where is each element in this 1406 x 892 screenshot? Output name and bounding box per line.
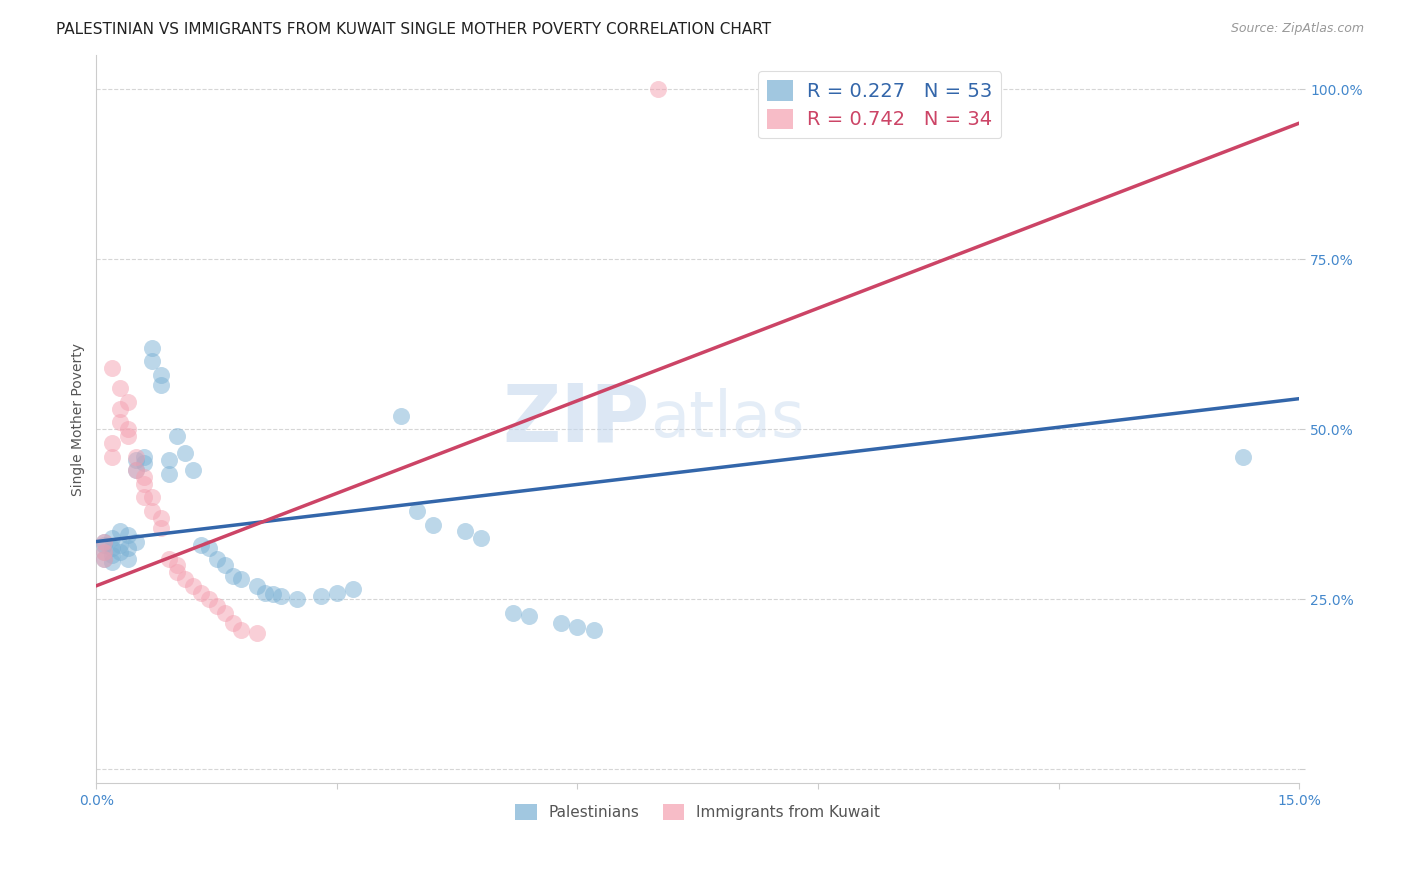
Point xyxy=(149,368,172,382)
Point xyxy=(205,551,228,566)
Point xyxy=(93,534,115,549)
Text: PALESTINIAN VS IMMIGRANTS FROM KUWAIT SINGLE MOTHER POVERTY CORRELATION CHART: PALESTINIAN VS IMMIGRANTS FROM KUWAIT SI… xyxy=(56,22,772,37)
Point xyxy=(110,524,132,539)
Point xyxy=(117,422,139,436)
Point xyxy=(582,623,605,637)
Point xyxy=(246,579,269,593)
Point xyxy=(517,609,540,624)
Point xyxy=(117,551,139,566)
Point xyxy=(125,463,148,477)
Point xyxy=(141,354,163,368)
Point xyxy=(117,527,139,541)
Point xyxy=(166,429,188,443)
Point xyxy=(190,585,212,599)
Text: Source: ZipAtlas.com: Source: ZipAtlas.com xyxy=(1230,22,1364,36)
Point xyxy=(93,545,115,559)
Point xyxy=(101,541,124,556)
Point xyxy=(454,524,477,539)
Point xyxy=(173,572,195,586)
Point xyxy=(229,572,252,586)
Point xyxy=(270,589,292,603)
Point xyxy=(134,450,156,464)
Point xyxy=(149,510,172,524)
Point xyxy=(342,582,364,596)
Point xyxy=(214,606,236,620)
Point xyxy=(134,491,156,505)
Y-axis label: Single Mother Poverty: Single Mother Poverty xyxy=(72,343,86,496)
Point xyxy=(125,463,148,477)
Point xyxy=(253,585,276,599)
Point xyxy=(221,568,243,582)
Point xyxy=(110,416,132,430)
Point xyxy=(93,545,115,559)
Point xyxy=(101,531,124,545)
Point xyxy=(422,517,444,532)
Point xyxy=(101,548,124,562)
Point xyxy=(110,382,132,396)
Point xyxy=(181,463,204,477)
Point xyxy=(101,555,124,569)
Point xyxy=(647,82,669,96)
Point xyxy=(166,565,188,579)
Point xyxy=(141,341,163,355)
Point xyxy=(93,551,115,566)
Point xyxy=(110,401,132,416)
Point xyxy=(173,446,195,460)
Point xyxy=(246,626,269,640)
Point xyxy=(134,470,156,484)
Point xyxy=(110,538,132,552)
Point xyxy=(229,623,252,637)
Point xyxy=(1232,450,1254,464)
Point xyxy=(134,476,156,491)
Point xyxy=(141,491,163,505)
Point xyxy=(101,450,124,464)
Point xyxy=(117,429,139,443)
Point xyxy=(214,558,236,573)
Point xyxy=(125,450,148,464)
Point xyxy=(149,378,172,392)
Point xyxy=(141,504,163,518)
Point xyxy=(197,592,219,607)
Point xyxy=(326,585,349,599)
Point xyxy=(406,504,429,518)
Point xyxy=(157,551,180,566)
Point xyxy=(117,395,139,409)
Point xyxy=(134,456,156,470)
Text: atlas: atlas xyxy=(650,388,804,450)
Point xyxy=(470,531,492,545)
Point xyxy=(157,467,180,481)
Point xyxy=(166,558,188,573)
Point xyxy=(190,538,212,552)
Point xyxy=(101,436,124,450)
Point xyxy=(567,619,589,633)
Point xyxy=(93,538,115,552)
Point xyxy=(110,545,132,559)
Point xyxy=(93,551,115,566)
Point xyxy=(125,453,148,467)
Point xyxy=(117,541,139,556)
Point xyxy=(502,606,524,620)
Point xyxy=(101,361,124,376)
Point xyxy=(389,409,412,423)
Point xyxy=(149,521,172,535)
Point xyxy=(550,616,572,631)
Point xyxy=(205,599,228,614)
Legend: Palestinians, Immigrants from Kuwait: Palestinians, Immigrants from Kuwait xyxy=(509,798,886,826)
Point xyxy=(157,453,180,467)
Point xyxy=(125,534,148,549)
Point xyxy=(309,589,332,603)
Point xyxy=(181,579,204,593)
Text: ZIP: ZIP xyxy=(502,380,650,458)
Point xyxy=(262,587,284,601)
Point xyxy=(285,592,308,607)
Point xyxy=(93,534,115,549)
Point xyxy=(197,541,219,556)
Point xyxy=(221,616,243,631)
